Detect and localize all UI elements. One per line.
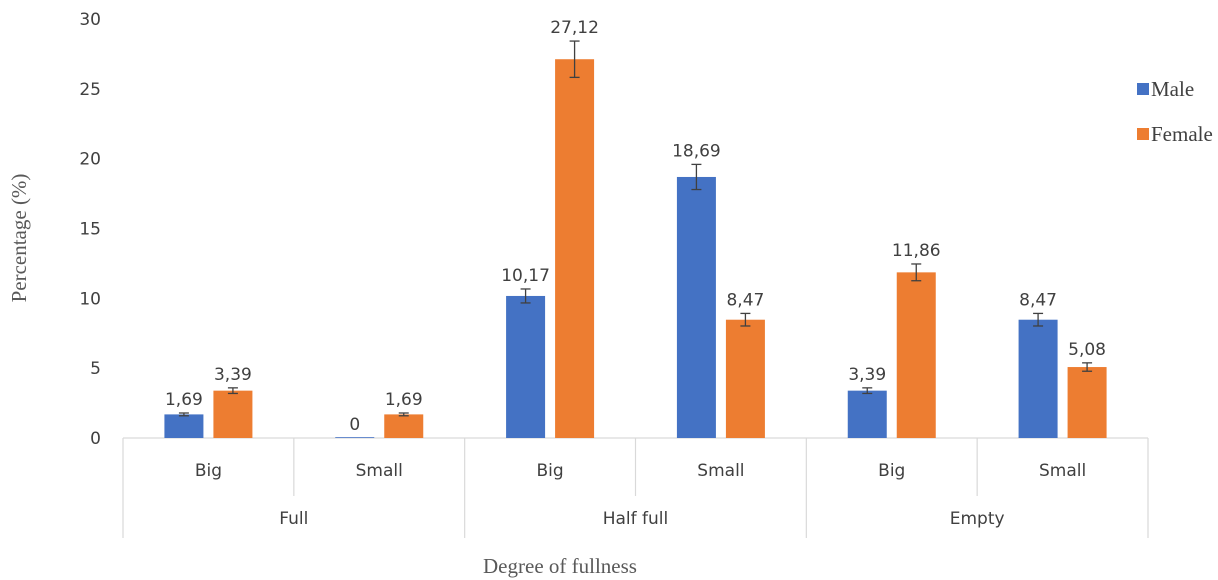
x-axis-title: Degree of fullness <box>483 554 637 578</box>
bar-female <box>384 414 424 438</box>
group-label: Half full <box>603 509 669 529</box>
y-tick-label: 0 <box>90 429 101 449</box>
data-label: 8,47 <box>1019 290 1057 310</box>
bar-female <box>555 59 595 438</box>
y-tick-label: 20 <box>79 150 101 170</box>
bar-male <box>506 295 546 438</box>
x-tick-label: Small <box>1039 461 1086 481</box>
data-label: 27,12 <box>550 18 599 38</box>
bars <box>164 40 1107 438</box>
data-label: 10,17 <box>501 266 550 286</box>
data-label: 0 <box>349 415 360 435</box>
y-tick-label: 30 <box>79 10 101 30</box>
x-tick-label: Small <box>697 461 744 481</box>
bar-female <box>1067 367 1107 438</box>
data-label: 8,47 <box>726 290 764 310</box>
y-tick-label: 5 <box>90 359 101 379</box>
data-label: 3,39 <box>214 365 252 385</box>
x-tick-label: Big <box>195 461 222 481</box>
data-label: 1,69 <box>165 390 203 410</box>
group-label: Empty <box>950 509 1005 529</box>
bar-male <box>164 414 204 438</box>
data-label: 3,39 <box>848 365 886 385</box>
legend-label-female: Female <box>1151 122 1213 146</box>
x-tick-label: Big <box>536 461 563 481</box>
legend: Male Female <box>1137 77 1213 146</box>
bar-female <box>896 272 936 438</box>
y-tick-label: 15 <box>79 220 101 240</box>
data-labels: 1,69 0 10,17 18,69 3,39 8,47 3,39 1,69 27,12 8,47… <box>165 18 1106 435</box>
legend-swatch-female <box>1137 128 1149 140</box>
data-label: 11,86 <box>892 241 941 261</box>
x-tick-label: Big <box>878 461 905 481</box>
bar-male <box>335 437 375 438</box>
bar-female <box>725 319 765 438</box>
data-label: 1,69 <box>385 390 423 410</box>
legend-label-male: Male <box>1151 77 1194 101</box>
bar-male <box>1018 319 1058 438</box>
x-tick-label: Small <box>356 461 403 481</box>
data-label: 18,69 <box>672 141 721 161</box>
y-axis-title: Percentage (%) <box>7 174 31 303</box>
group-label: Full <box>279 509 308 529</box>
data-label: 5,08 <box>1068 340 1106 360</box>
bar-male <box>676 176 716 438</box>
bar-male <box>847 390 887 438</box>
legend-swatch-male <box>1137 83 1149 95</box>
y-tick-label: 10 <box>79 289 101 309</box>
axes: 0 5 10 15 20 25 30 Big Small Big Small Big Small Full… <box>79 10 1149 538</box>
y-tick-label: 25 <box>79 80 101 100</box>
bar-female <box>213 390 253 438</box>
